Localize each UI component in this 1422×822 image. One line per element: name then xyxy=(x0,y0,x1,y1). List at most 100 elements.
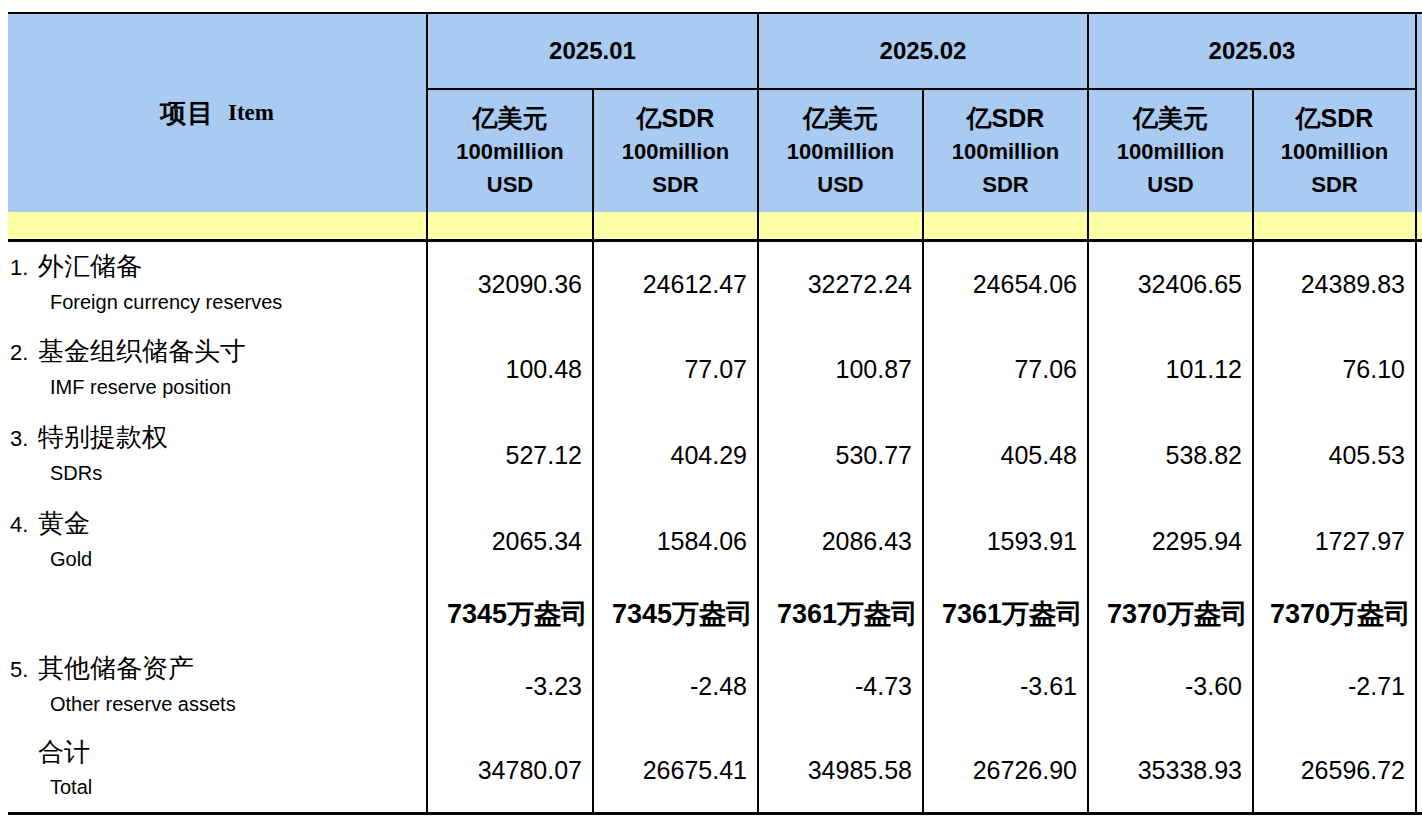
unit-usd-zh: 亿美元 xyxy=(473,102,548,135)
unit-sdr-line3: SDR xyxy=(1311,168,1357,201)
period-header-2025-01: 2025.01 xyxy=(428,14,759,90)
yellow-band-cell xyxy=(759,212,924,242)
row-label-imf-reserve-position: 2.基金组织储备头寸 IMF reserve position xyxy=(8,326,428,412)
value-cell: 32272.24 xyxy=(759,242,924,326)
row-number: 4. xyxy=(10,508,38,542)
ounces-cell: 7370万盎司 xyxy=(1089,584,1254,644)
period-header-2025-02: 2025.02 xyxy=(759,14,1089,90)
ounces-cell: 7345万盎司 xyxy=(594,584,759,644)
unit-sdr-zh: 亿SDR xyxy=(1296,102,1374,135)
value-cell: 77.06 xyxy=(924,326,1089,412)
item-column-header: 项目 Item xyxy=(8,14,428,212)
yellow-band-cell xyxy=(1254,212,1417,242)
value-cell: -2.48 xyxy=(594,644,759,728)
unit-usd-line3: USD xyxy=(817,168,863,201)
row-label-foreign-currency-reserves: 1.外汇储备 Foreign currency reserves xyxy=(8,242,428,326)
ounces-cell: 7370万盎司 xyxy=(1254,584,1417,644)
unit-header-sdr-3: 亿SDR 100million SDR xyxy=(1254,90,1417,212)
total-value-cell: 35338.93 xyxy=(1089,728,1254,812)
value-cell: 1727.97 xyxy=(1254,498,1417,584)
period-header-2025-03: 2025.03 xyxy=(1089,14,1417,90)
unit-sdr-line3: SDR xyxy=(982,168,1028,201)
yellow-band-cell xyxy=(594,212,759,242)
unit-header-sdr-1: 亿SDR 100million SDR xyxy=(594,90,759,212)
value-cell: 100.87 xyxy=(759,326,924,412)
reserve-assets-table: 项目 Item 2025.01 2025.02 2025.03 亿美元 100m… xyxy=(8,12,1422,815)
row-label-en: Other reserve assets xyxy=(8,687,426,721)
row-label-zh: 其他储备资产 xyxy=(38,654,194,683)
value-cell: 404.29 xyxy=(594,412,759,498)
ounces-cell: 7345万盎司 xyxy=(428,584,594,644)
ounces-cell: 7361万盎司 xyxy=(759,584,924,644)
header-right-sliver xyxy=(1417,14,1422,212)
unit-header-usd-1: 亿美元 100million USD xyxy=(428,90,594,212)
unit-usd-line2: 100million xyxy=(1117,135,1225,168)
unit-header-usd-3: 亿美元 100million USD xyxy=(1089,90,1254,212)
unit-usd-line2: 100million xyxy=(787,135,895,168)
value-cell: -2.71 xyxy=(1254,644,1417,728)
value-cell: 101.12 xyxy=(1089,326,1254,412)
value-cell: -3.23 xyxy=(428,644,594,728)
value-cell: 530.77 xyxy=(759,412,924,498)
row-label-en: Gold xyxy=(8,542,426,576)
value-cell: -3.60 xyxy=(1089,644,1254,728)
unit-usd-line3: USD xyxy=(1147,168,1193,201)
yellow-band-cell xyxy=(8,212,428,242)
row-label-zh: 外汇储备 xyxy=(38,252,142,281)
row-number: 3. xyxy=(10,422,38,456)
value-cell: -4.73 xyxy=(759,644,924,728)
row-label-sdrs: 3.特别提款权 SDRs xyxy=(8,412,428,498)
unit-usd-line3: USD xyxy=(487,168,533,201)
value-cell: 538.82 xyxy=(1089,412,1254,498)
unit-sdr-line3: SDR xyxy=(652,168,698,201)
row-label-other-reserve-assets: 5.其他储备资产 Other reserve assets xyxy=(8,644,428,728)
value-cell: 2295.94 xyxy=(1089,498,1254,584)
yellow-band-cell xyxy=(924,212,1089,242)
value-cell: 405.53 xyxy=(1254,412,1417,498)
value-cell: 2086.43 xyxy=(759,498,924,584)
total-value-cell: 26596.72 xyxy=(1254,728,1417,812)
unit-sdr-line2: 100million xyxy=(622,135,730,168)
unit-sdr-zh: 亿SDR xyxy=(967,102,1045,135)
row-label-en: SDRs xyxy=(8,456,426,490)
row-label-en: Total xyxy=(8,770,426,804)
row-label-zh: 黄金 xyxy=(38,509,90,538)
unit-usd-zh: 亿美元 xyxy=(803,102,878,135)
row-number: 2. xyxy=(10,336,38,370)
total-value-cell: 34780.07 xyxy=(428,728,594,812)
unit-header-usd-2: 亿美元 100million USD xyxy=(759,90,924,212)
value-cell: 24612.47 xyxy=(594,242,759,326)
yellow-band-cell xyxy=(1089,212,1254,242)
value-cell: 32090.36 xyxy=(428,242,594,326)
row-number: 5. xyxy=(10,653,38,687)
row-label-zh: 基金组织储备头寸 xyxy=(38,337,246,366)
item-header-en: Item xyxy=(228,100,274,126)
row-label-zh: 合计 xyxy=(38,738,90,767)
row-label-en: IMF reserve position xyxy=(8,370,426,404)
unit-header-sdr-2: 亿SDR 100million SDR xyxy=(924,90,1089,212)
row-label-en: Foreign currency reserves xyxy=(8,285,426,319)
yellow-band-cell xyxy=(428,212,594,242)
item-header-zh: 项目 xyxy=(160,96,214,131)
value-cell: 527.12 xyxy=(428,412,594,498)
row-label-zh: 特别提款权 xyxy=(38,423,168,452)
total-value-cell: 26726.90 xyxy=(924,728,1089,812)
unit-sdr-line2: 100million xyxy=(1281,135,1389,168)
unit-sdr-line2: 100million xyxy=(952,135,1060,168)
value-cell: 2065.34 xyxy=(428,498,594,584)
row-number: 1. xyxy=(10,251,38,285)
value-cell: -3.61 xyxy=(924,644,1089,728)
unit-usd-line2: 100million xyxy=(456,135,564,168)
value-cell: 100.48 xyxy=(428,326,594,412)
ounces-cell: 7361万盎司 xyxy=(924,584,1089,644)
row-label-total: 合计 Total xyxy=(8,728,428,812)
unit-usd-zh: 亿美元 xyxy=(1133,102,1208,135)
row-label-gold-ounces-empty xyxy=(8,584,428,644)
value-cell: 1593.91 xyxy=(924,498,1089,584)
value-cell: 32406.65 xyxy=(1089,242,1254,326)
value-cell: 405.48 xyxy=(924,412,1089,498)
yellow-band-cell xyxy=(1417,212,1422,242)
value-cell: 24389.83 xyxy=(1254,242,1417,326)
total-value-cell: 26675.41 xyxy=(594,728,759,812)
value-cell: 76.10 xyxy=(1254,326,1417,412)
